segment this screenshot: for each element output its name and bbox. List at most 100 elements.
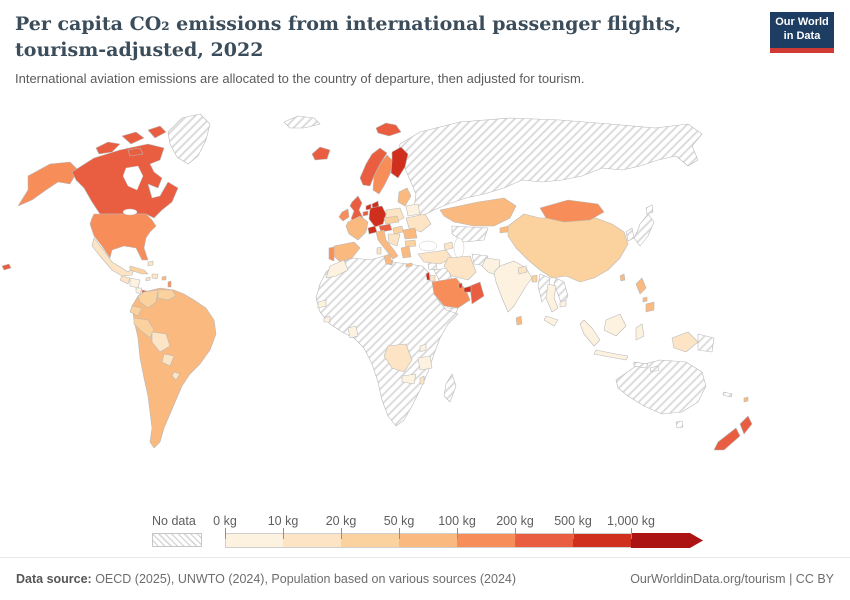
country-tunisia[interactable] (383, 253, 393, 265)
region-borneo[interactable] (603, 313, 627, 337)
country-senegal[interactable] (317, 299, 327, 309)
country-hungary[interactable] (392, 225, 404, 235)
country-greece[interactable] (400, 245, 412, 259)
country-finland[interactable] (390, 146, 409, 179)
legend-bin-500-1000[interactable] (573, 533, 631, 548)
country-italy[interactable] (375, 229, 399, 260)
country-belarus[interactable] (405, 203, 421, 217)
country-nepal[interactable] (517, 265, 528, 275)
country-usa[interactable] (89, 213, 157, 261)
country-portugal[interactable] (328, 246, 335, 262)
country-bolivia[interactable] (151, 331, 171, 353)
country-svalbard-archipelago-no-data[interactable] (283, 115, 321, 129)
country-jordan[interactable] (429, 274, 436, 282)
region-bahamas[interactable] (147, 260, 154, 267)
country-qatar[interactable] (458, 282, 463, 289)
country-sierra-leone[interactable] (323, 315, 331, 323)
country-canada[interactable] (71, 143, 179, 219)
region-sardinia[interactable] (376, 246, 382, 255)
country-venezuela[interactable] (157, 289, 177, 301)
country-philippines-luzon[interactable] (635, 277, 647, 295)
country-ecuador[interactable] (129, 305, 143, 317)
country-peru[interactable] (133, 317, 155, 339)
country-kyrgyzstan[interactable] (499, 225, 509, 234)
country-canada-arctic-island-3[interactable] (147, 125, 167, 139)
country-baltics[interactable] (397, 187, 412, 207)
region-lesser-sunda-no-data[interactable] (633, 361, 649, 369)
country-drc[interactable] (383, 343, 413, 373)
country-uruguay[interactable] (171, 371, 181, 381)
country-netherlands[interactable] (365, 203, 372, 211)
region-new-caledonia-no-data[interactable] (722, 391, 733, 398)
region-caucasus[interactable] (443, 241, 454, 251)
legend-bin-20-50[interactable] (341, 533, 399, 548)
country-belgium[interactable] (362, 210, 369, 217)
legend-no-data[interactable]: No data (152, 514, 208, 554)
footer-link[interactable]: OurWorldinData.org/tourism (630, 572, 786, 586)
region-java[interactable] (593, 349, 629, 361)
country-zambia[interactable] (401, 373, 417, 385)
legend-bin-100-200[interactable] (457, 533, 515, 548)
country-honduras-nicaragua[interactable] (129, 277, 141, 289)
legend-bin-50-100[interactable] (399, 533, 457, 548)
country-bulgaria[interactable] (404, 239, 417, 248)
country-timor-no-data[interactable] (649, 365, 660, 373)
region-crete[interactable] (405, 262, 413, 268)
country-sri-lanka[interactable] (515, 315, 523, 326)
region-hawaii[interactable] (1, 263, 12, 271)
country-fiji[interactable] (743, 396, 749, 403)
region-tasmania-no-data[interactable] (675, 420, 684, 429)
country-tanzania[interactable] (417, 355, 433, 371)
region-sulawesi[interactable] (635, 323, 645, 341)
owid-logo[interactable]: Our World in Data (770, 12, 834, 53)
country-ghana[interactable] (347, 325, 359, 339)
region-sumatra[interactable] (579, 319, 601, 347)
country-japan-no-data[interactable] (633, 213, 655, 247)
country-taiwan[interactable] (619, 273, 626, 282)
country-austria[interactable] (378, 223, 393, 233)
region-south-america-base-brazil-argentina-chile[interactable] (131, 287, 217, 449)
country-iceland[interactable] (311, 146, 331, 161)
country-iran[interactable] (443, 255, 477, 281)
country-guatemala[interactable] (119, 275, 131, 285)
country-philippines-visayas[interactable] (642, 296, 648, 303)
country-ukraine[interactable] (405, 213, 432, 233)
country-madagascar-no-data[interactable] (443, 373, 457, 403)
country-korea-no-data[interactable] (625, 227, 635, 242)
country-costa-rica[interactable] (135, 287, 143, 295)
country-thailand[interactable] (545, 283, 559, 313)
country-norway[interactable] (359, 147, 388, 187)
country-cuba[interactable] (129, 265, 149, 275)
country-bangladesh[interactable] (531, 274, 538, 283)
country-romania[interactable] (402, 227, 418, 240)
region-papua-indonesia[interactable] (671, 331, 699, 353)
country-switzerland[interactable] (367, 225, 378, 235)
country-paraguay[interactable] (161, 353, 175, 367)
country-hispaniola[interactable] (151, 273, 159, 280)
country-sweden[interactable] (372, 154, 394, 195)
region-lesser-antilles[interactable] (167, 280, 172, 288)
country-central-asia-no-data[interactable] (451, 225, 489, 243)
country-new-zealand-north[interactable] (739, 415, 753, 435)
country-oman[interactable] (469, 281, 485, 305)
country-russia-no-data[interactable] (397, 117, 703, 217)
legend-bin-10-20[interactable] (283, 533, 341, 548)
country-philippines-mindanao[interactable] (645, 301, 655, 313)
legend-bin-200-500[interactable] (515, 533, 573, 548)
country-turkey[interactable] (417, 249, 453, 265)
legend-bin-0-10[interactable] (225, 533, 283, 548)
country-mongolia[interactable] (539, 199, 605, 223)
country-morocco[interactable] (325, 259, 349, 279)
country-france[interactable] (345, 215, 369, 241)
country-cambodia[interactable] (559, 299, 567, 308)
country-new-zealand-south[interactable] (713, 427, 741, 451)
country-kazakhstan[interactable] (439, 197, 517, 227)
country-czechia-slovakia[interactable] (383, 215, 400, 225)
region-balkans[interactable] (387, 233, 401, 247)
country-malawi[interactable] (419, 375, 425, 385)
region-svalbard[interactable] (375, 122, 402, 137)
country-malaysia[interactable] (543, 315, 559, 327)
legend-bin-over-1000[interactable] (631, 533, 703, 548)
country-alaska[interactable] (17, 161, 79, 207)
country-canada-arctic-island-4[interactable] (127, 147, 144, 157)
